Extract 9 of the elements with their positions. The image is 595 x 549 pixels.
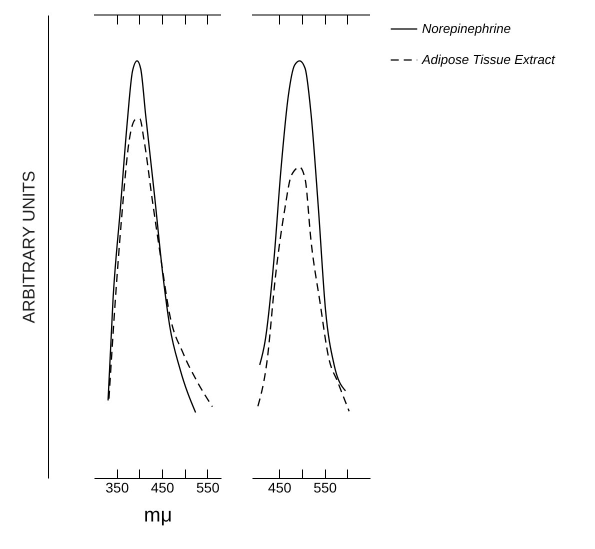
legend-label: Adipose Tissue Extract [421, 52, 556, 67]
x-tick-label: 350 [106, 480, 130, 496]
x-tick-label: 550 [196, 480, 220, 496]
x-tick-label: 450 [268, 480, 292, 496]
x-tick-label: 450 [150, 480, 174, 496]
legend-label: Norepinephrine [422, 21, 511, 36]
x-axis-title: mμ [144, 504, 172, 526]
y-axis-title: ARBITRARY UNITS [20, 170, 38, 324]
x-tick-label: 550 [313, 480, 338, 496]
